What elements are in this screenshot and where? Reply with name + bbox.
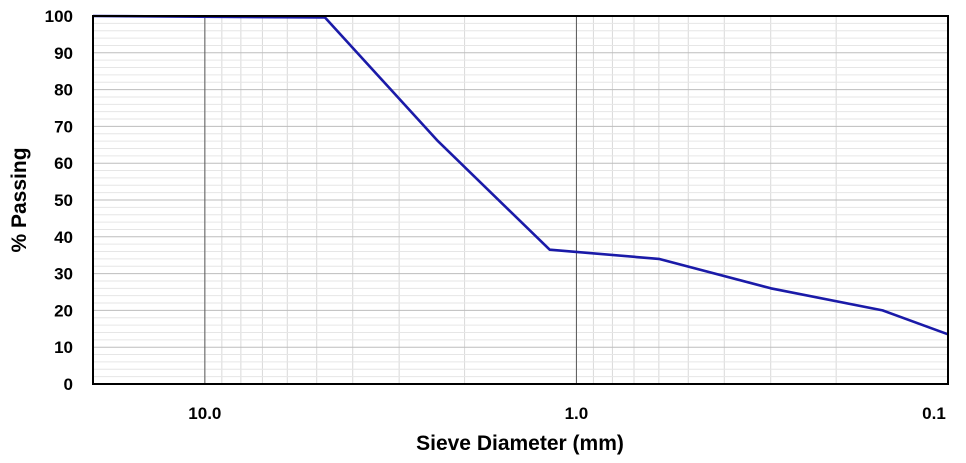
- y-tick-label: 10: [54, 338, 73, 357]
- x-tick-label: 10.0: [188, 404, 221, 423]
- y-tick-label: 100: [45, 7, 73, 26]
- y-tick-label: 40: [54, 228, 73, 247]
- minor-gridlines-y: [93, 22, 948, 378]
- x-tick-label: 1.0: [565, 404, 589, 423]
- y-tick-label: 20: [54, 301, 73, 320]
- y-tick-label: 50: [54, 191, 73, 210]
- y-tick-label: 70: [54, 117, 73, 136]
- y-tick-label: 0: [64, 375, 73, 394]
- x-tick-labels: 10.0 1.0 0.1: [188, 404, 946, 423]
- x-axis-title: Sieve Diameter (mm): [416, 432, 624, 455]
- major-gridlines-x: [204, 16, 577, 384]
- series-layer: [92, 14, 949, 336]
- plot-frame: [92, 15, 949, 385]
- y-tick-label: 60: [54, 154, 73, 173]
- y-tick-label: 80: [54, 81, 73, 100]
- y-tick-label: 90: [54, 44, 73, 63]
- major-gridlines-y: [93, 52, 948, 348]
- y-tick-label: 30: [54, 265, 73, 284]
- series-line: [92, 14, 949, 336]
- y-tick-labels: 0 10 20 30 40 50 60 70 80 90 100: [45, 7, 73, 394]
- x-tick-label: 0.1: [922, 404, 946, 423]
- y-axis-title: % Passing: [8, 147, 31, 252]
